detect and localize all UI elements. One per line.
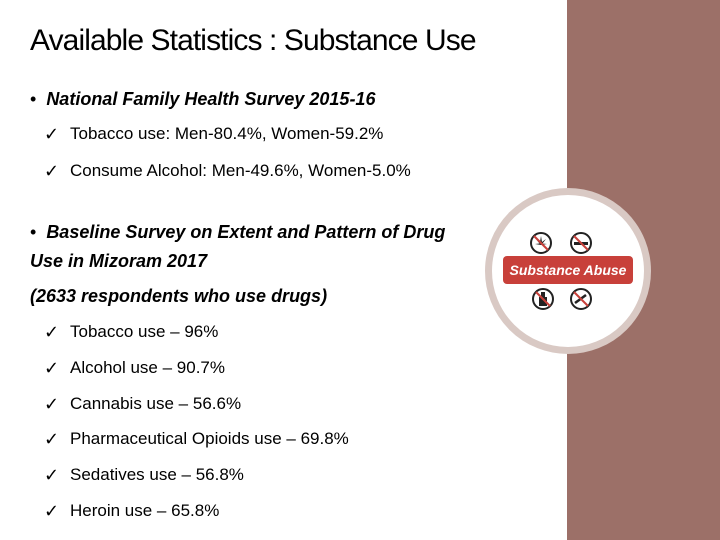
list-item: ✓ Tobacco use: Men-80.4%, Women-59.2% [44, 123, 484, 145]
no-injection-icon [570, 288, 592, 310]
no-smoking-icon [570, 232, 592, 254]
list-item: ✓ Tobacco use – 96% [44, 321, 484, 343]
list-item: ✓ Pharmaceutical Opioids use – 69.8% [44, 428, 484, 450]
list-item: ✓ Sedatives use – 56.8% [44, 464, 484, 486]
no-alcohol-icon [532, 288, 554, 310]
no-cannabis-icon [530, 232, 552, 254]
list-item: ✓ Heroin use – 65.8% [44, 500, 484, 522]
checkmark-icon: ✓ [44, 394, 60, 414]
checkmark-icon: ✓ [44, 161, 60, 181]
bullet-dot: • [30, 222, 37, 242]
list-item-text: Heroin use – 65.8% [70, 501, 220, 520]
list-item: ✓ Cannabis use – 56.6% [44, 393, 484, 415]
substance-abuse-logo: Substance Abuse [485, 188, 651, 354]
list-item-text: Cannabis use – 56.6% [70, 394, 242, 413]
checkmark-icon: ✓ [44, 322, 60, 342]
bullet-dot: • [30, 89, 37, 109]
checkmark-icon: ✓ [44, 429, 60, 449]
checkmark-icon: ✓ [44, 501, 60, 521]
logo-artwork: Substance Abuse [503, 229, 633, 313]
slide-title: Available Statistics : Substance Use [30, 24, 477, 57]
checkmark-icon: ✓ [44, 124, 60, 144]
section-subheading: (2633 respondents who use drugs) [30, 286, 328, 306]
list-item: ✓ Consume Alcohol: Men-49.6%, Women-5.0% [44, 160, 424, 182]
list-item: ✓ Alcohol use – 90.7% [44, 357, 484, 379]
checkmark-icon: ✓ [44, 358, 60, 378]
list-item-text: Sedatives use – 56.8% [70, 465, 244, 484]
list-item-text: Tobacco use – 96% [70, 322, 219, 341]
list-item-text: Pharmaceutical Opioids use – 69.8% [70, 429, 349, 448]
list-item-text: Tobacco use: Men-80.4%, Women-59.2% [70, 124, 384, 143]
section-heading-text: Baseline Survey on Extent and Pattern of… [30, 222, 446, 271]
logo-banner: Substance Abuse [503, 256, 633, 284]
section-heading-mizoram: • Baseline Survey on Extent and Pattern o… [30, 218, 470, 276]
list-item-text: Alcohol use – 90.7% [70, 358, 225, 377]
checkmark-icon: ✓ [44, 465, 60, 485]
list-item-text: Consume Alcohol: Men-49.6%, Women-5.0% [70, 161, 411, 180]
section-heading-nfhs: • National Family Health Survey 2015-16 [30, 85, 530, 114]
section-heading-text: National Family Health Survey 2015-16 [46, 89, 376, 109]
